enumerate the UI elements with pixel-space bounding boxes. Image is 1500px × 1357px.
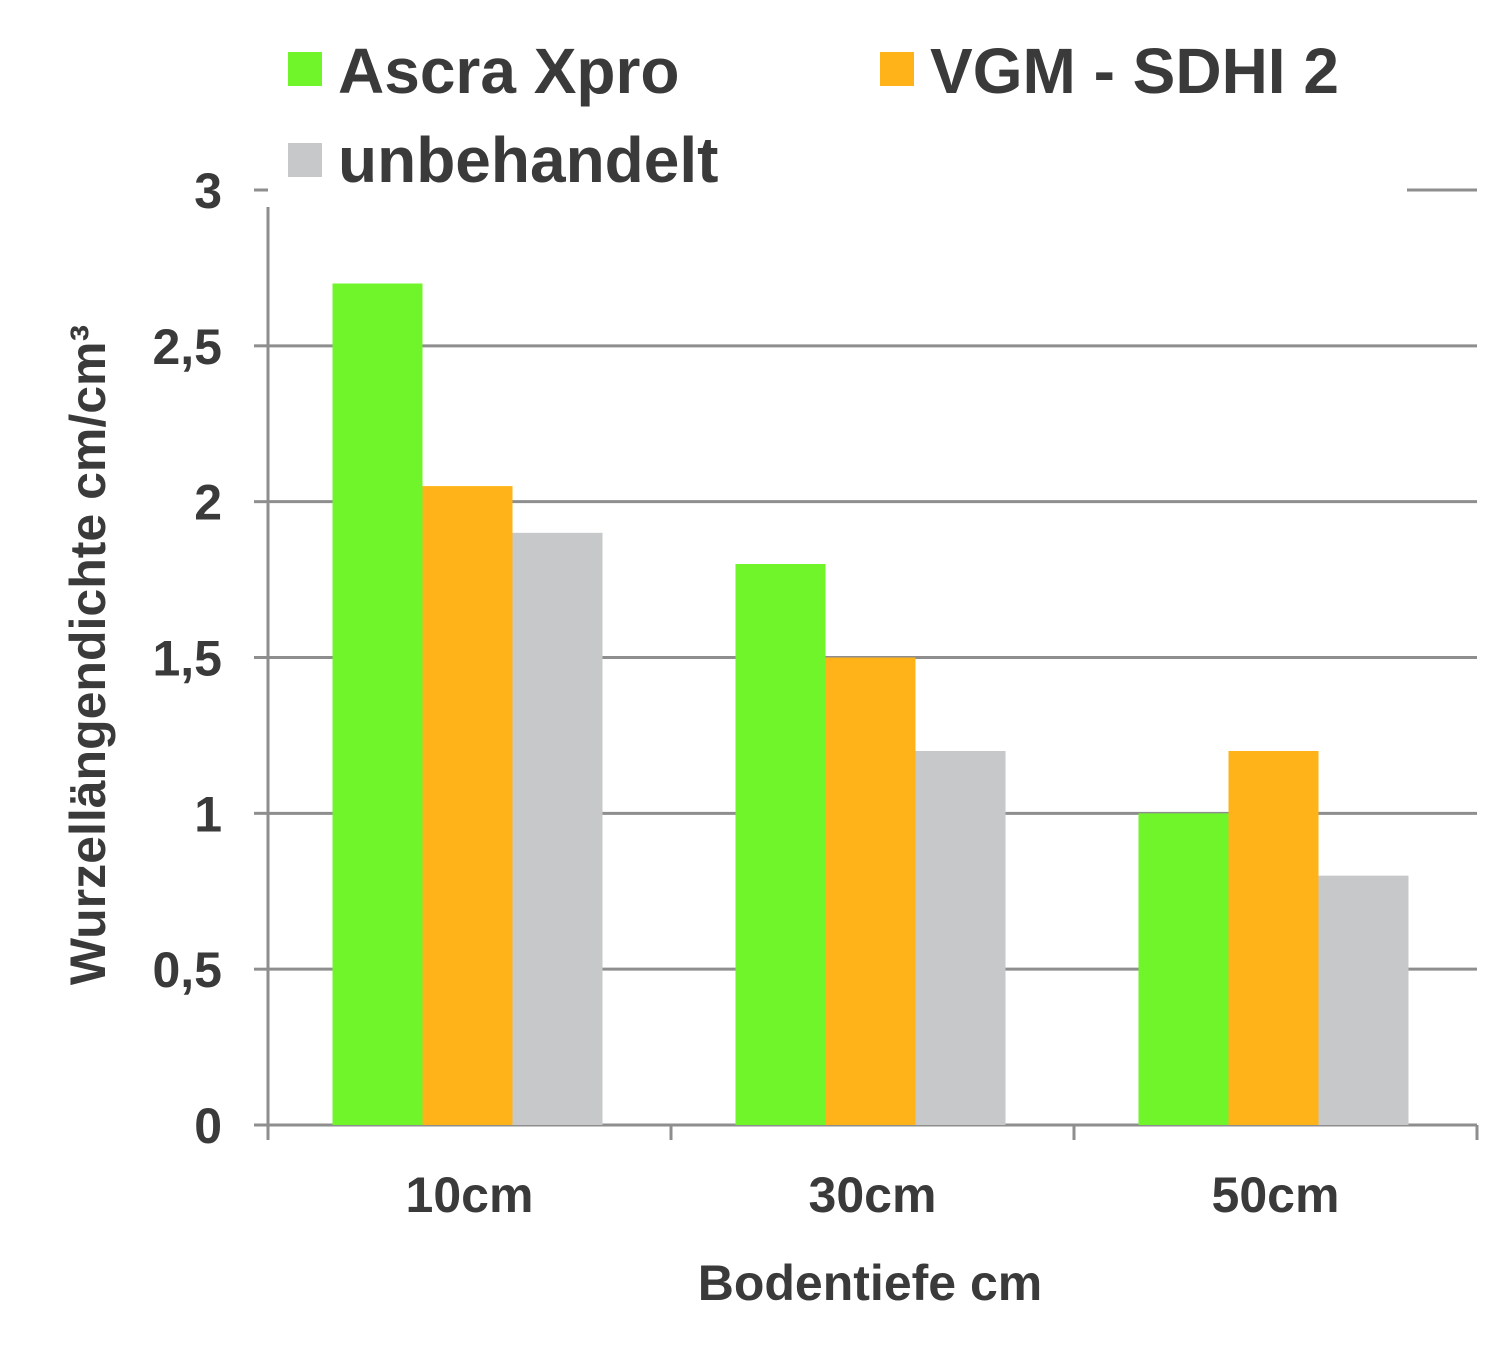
y-tick-label: 3 (194, 163, 222, 219)
bar-unbehandelt-50cm (1318, 875, 1409, 1125)
bar-ascra-xpro-30cm (735, 564, 826, 1125)
x-tick-label: 30cm (809, 1167, 937, 1223)
legend-swatch-ascra-xpro (288, 52, 322, 86)
bar-vgm-sdhi-2-50cm (1228, 751, 1319, 1125)
bar-unbehandelt-10cm (512, 532, 603, 1125)
bars (332, 283, 1409, 1125)
y-axis-title: Wurzellängendichte cm/cm³ (60, 325, 116, 985)
bar-ascra-xpro-50cm (1138, 813, 1229, 1125)
y-tick-labels: 0 0,5 1 1,5 2 2,5 3 (152, 163, 222, 1154)
legend-swatch-unbehandelt (288, 143, 322, 177)
legend-label-unbehandelt: unbehandelt (338, 124, 718, 196)
y-tick-label: 0 (194, 1098, 222, 1154)
x-tick-labels: 10cm 30cm 50cm (266, 1125, 1479, 1223)
bar-vgm-sdhi-2-30cm (825, 657, 916, 1125)
bar-ascra-xpro-10cm (332, 283, 423, 1125)
y-tick-label: 2,5 (152, 319, 222, 375)
bar-unbehandelt-30cm (915, 751, 1006, 1125)
y-tick-label: 0,5 (152, 942, 222, 998)
legend: Ascra Xpro VGM - SDHI 2 unbehandelt (288, 35, 1339, 196)
legend-label-vgm-sdhi-2: VGM - SDHI 2 (930, 35, 1339, 107)
x-tick-label: 10cm (406, 1167, 534, 1223)
y-tick-label: 1 (194, 786, 222, 842)
x-axis-title: Bodentiefe cm (698, 1255, 1043, 1311)
y-tick-label: 1,5 (152, 631, 222, 687)
y-tick-label: 2 (194, 475, 222, 531)
legend-label-ascra-xpro: Ascra Xpro (338, 35, 679, 107)
bar-vgm-sdhi-2-10cm (422, 486, 513, 1125)
legend-swatch-vgm-sdhi-2 (880, 52, 914, 86)
x-tick-label: 50cm (1212, 1167, 1340, 1223)
